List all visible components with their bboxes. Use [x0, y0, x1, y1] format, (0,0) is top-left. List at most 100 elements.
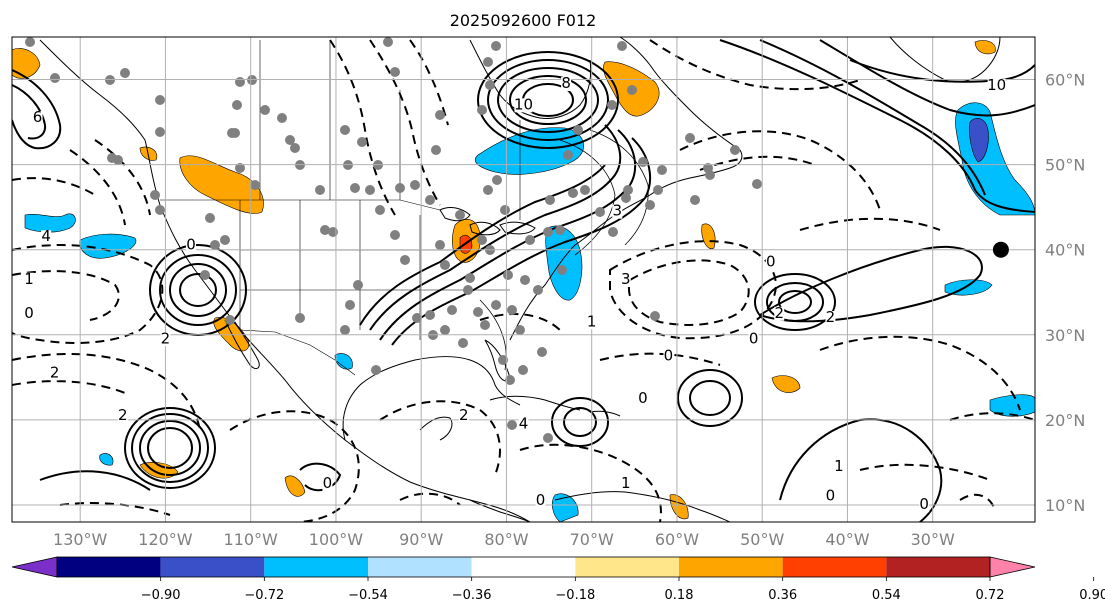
lat-tick-label: 30°N [1045, 326, 1085, 345]
longitude-tick-labels: 130°W 120°W 110°W 100°W 90°W 80°W 70°W 60°W 50°W… [53, 530, 955, 549]
station-dot [503, 270, 513, 280]
station-dot [537, 347, 547, 357]
coastline-yucatan [419, 416, 453, 441]
colorbar-bin [575, 557, 679, 577]
station-dot [440, 325, 450, 335]
shading-orange-atl-40n [701, 223, 716, 250]
contour-solid-baja-2 [159, 254, 237, 326]
contour-label: 4 [519, 414, 529, 432]
contour-label: 0 [186, 236, 196, 254]
station-dot [383, 37, 393, 47]
lat-tick-label: 20°N [1045, 411, 1085, 430]
contour-solid-pac-nw-2 [12, 84, 47, 140]
station-dot [595, 207, 605, 217]
colorbar-tick-label: 0.54 [872, 588, 901, 603]
contour-label: 0 [638, 389, 648, 407]
station-dot [525, 235, 535, 245]
contour-label: 0 [664, 346, 674, 364]
contour-solid-trough-4 [359, 164, 606, 326]
station-dot [390, 67, 400, 77]
station-dot [492, 175, 502, 185]
lon-tick-label: 40°W [825, 530, 869, 549]
contour-solid-trough-3 [391, 137, 652, 346]
colorbar-tick-label: 0.18 [665, 588, 694, 603]
colorbar-bin [886, 557, 990, 577]
contour-label: 1 [587, 312, 597, 330]
contour-dashed-17 [409, 39, 449, 126]
contour-label-bg [663, 349, 674, 364]
station-dot [491, 300, 501, 310]
contour-label: 1 [621, 474, 631, 492]
station-dot [645, 200, 655, 210]
map-frame [11, 36, 1036, 523]
contour-label-bg [748, 332, 759, 347]
contour-solid-labrador-4 [509, 75, 587, 125]
colorbar-bin [368, 557, 472, 577]
contour-dashed-18 [69, 149, 126, 226]
contour-label: 1 [24, 270, 34, 288]
station-dot [580, 185, 590, 195]
station-dot [350, 183, 360, 193]
lat-tick-label: 50°N [1045, 156, 1085, 175]
station-dot [557, 265, 567, 275]
station-dot [357, 137, 367, 147]
contour-solid-atl-low-2 [689, 380, 731, 416]
station-dot [155, 127, 165, 137]
station-dot [483, 185, 493, 195]
contour-label-bg [987, 78, 1006, 93]
station-dot [455, 210, 465, 220]
contour-label: 6 [33, 108, 43, 126]
station-dot [627, 85, 637, 95]
colorbar-tick-label: −0.36 [452, 588, 492, 603]
lon-tick-label: 80°W [484, 530, 528, 549]
station-dot [483, 57, 493, 67]
station-dot [225, 315, 235, 325]
lat-tick-label: 40°N [1045, 241, 1085, 260]
shading-orange-greenland [974, 40, 996, 55]
shading-blue-pacific-1 [24, 213, 76, 233]
station-dot [465, 273, 475, 283]
dashed-contours [12, 39, 1035, 522]
contour-dashed-11 [799, 217, 941, 231]
contour-solid-baja-4 [179, 273, 217, 307]
contour-label-bg [186, 238, 197, 253]
station-dot [607, 100, 617, 110]
lon-tick-label: 70°W [570, 530, 614, 549]
station-dot [650, 311, 660, 321]
shading-orange-s-am [669, 494, 689, 520]
contour-label-bg [24, 272, 35, 287]
station-dot [340, 325, 350, 335]
station-dot [690, 195, 700, 205]
contour-solid-trough-1 [369, 124, 622, 331]
coastline-great-lakes-3 [499, 221, 536, 235]
lon-tick-label: 100°W [309, 530, 364, 549]
station-dot [653, 185, 663, 195]
station-dot [235, 77, 245, 87]
contour-dashed-4 [12, 380, 131, 396]
contour-label-bg [919, 498, 930, 513]
contour-label-bg [514, 98, 533, 113]
coastline-labrador [619, 37, 741, 151]
lon-tick-label: 110°W [224, 530, 279, 549]
station-dot [543, 433, 553, 443]
contour-label-bg [586, 315, 597, 330]
contour-solid-atl-east-ridge [759, 245, 983, 323]
contour-label: 1 [834, 457, 844, 475]
colorbar-bin [264, 557, 368, 577]
colorbar-extend-high [989, 556, 1036, 578]
station-dot [400, 255, 410, 265]
coastline-florida [484, 339, 511, 382]
station-dot [477, 235, 487, 245]
contour-dashed-13 [699, 155, 816, 171]
station-dot [447, 305, 457, 315]
station-dot [608, 227, 618, 237]
station-dot [205, 213, 215, 223]
coastline-great-lakes-1 [439, 207, 471, 222]
station-dot [395, 183, 405, 193]
station-dot [425, 310, 435, 320]
contour-label-bg [458, 408, 469, 423]
contour-dashed-21 [519, 443, 662, 522]
contour-solid-pacific-low-4 [147, 427, 193, 469]
contour-label: 3 [621, 270, 631, 288]
